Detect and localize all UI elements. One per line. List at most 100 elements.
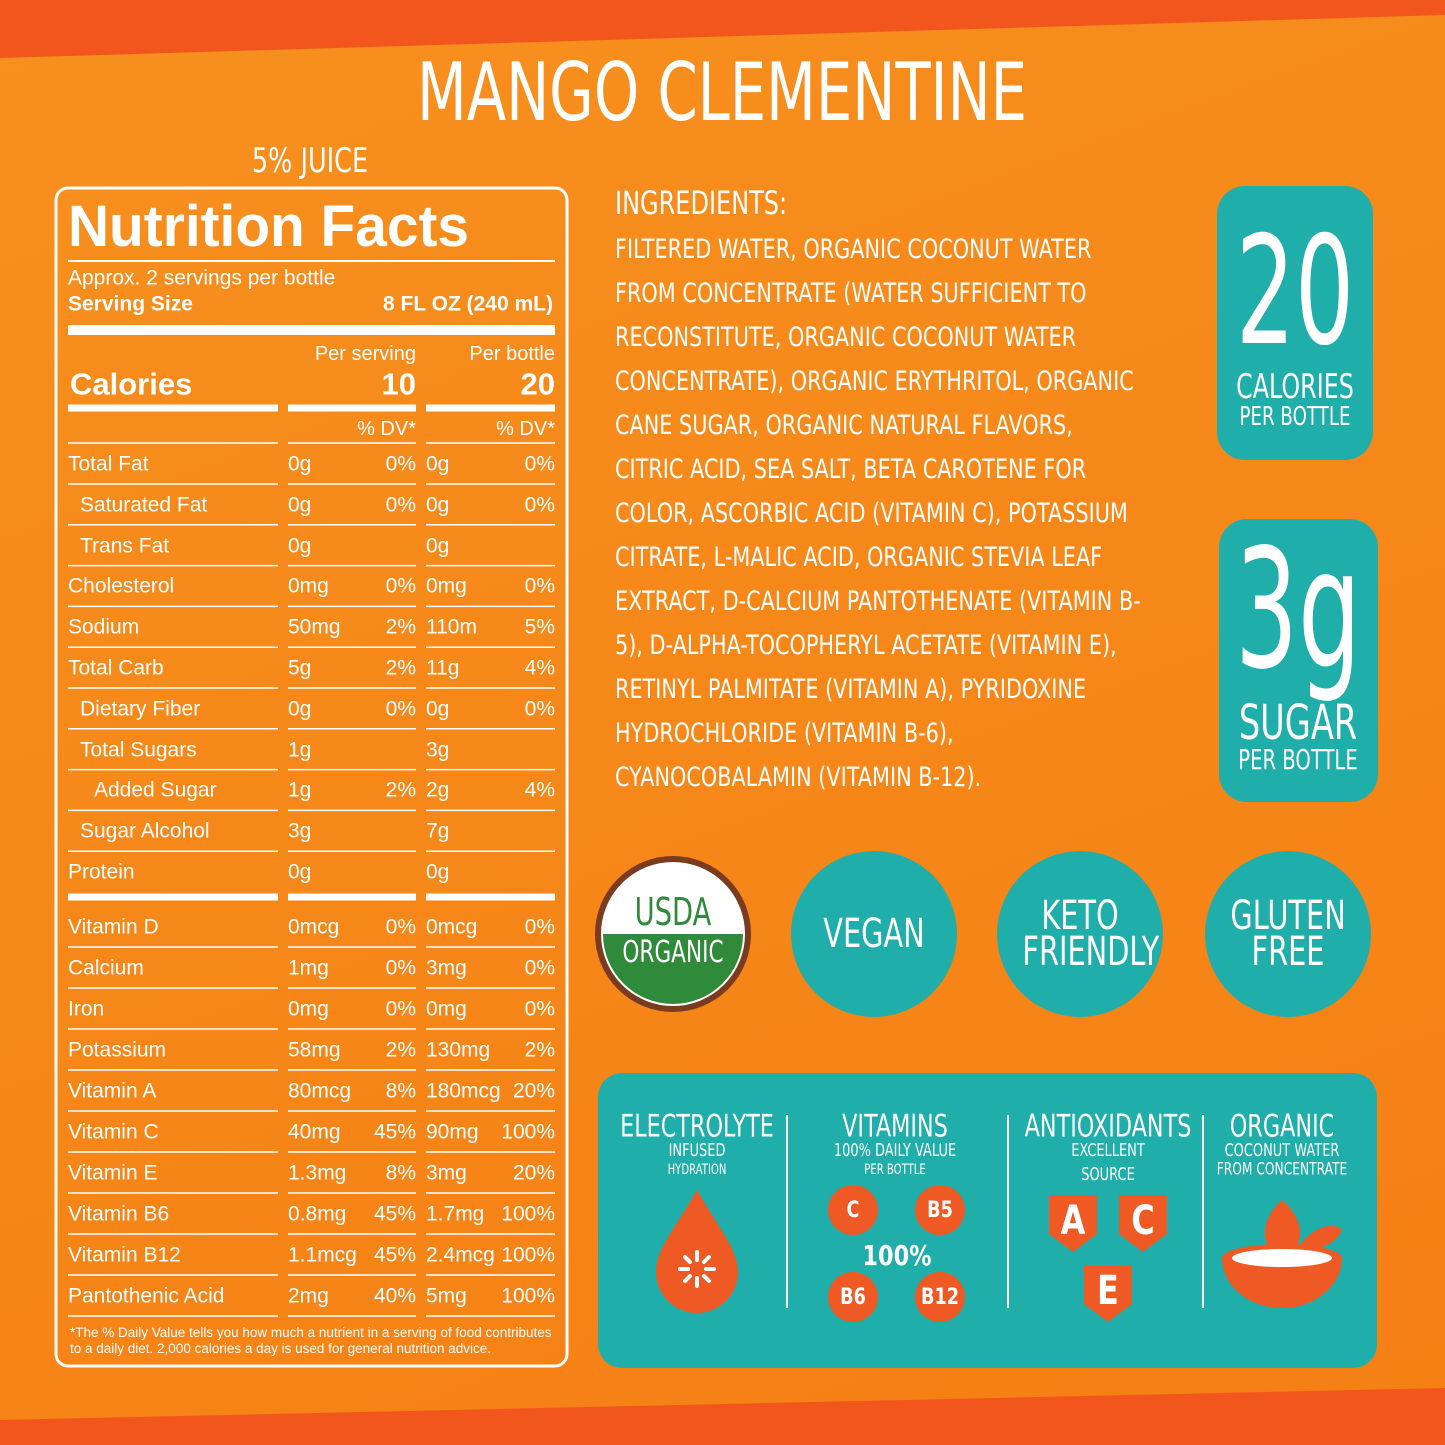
serving-amount: 0mg: [288, 997, 329, 1021]
certification: VEGAN: [823, 911, 925, 957]
bottle-amount: 11g: [426, 656, 460, 680]
ingredients-text: FILTERED WATER, ORGANIC COCONUT WATER FR…: [615, 234, 1141, 793]
serving-dv: 45%: [373, 1120, 416, 1144]
dv-header: % DV*: [496, 418, 555, 440]
bottle-amount: 3mg: [426, 1161, 467, 1185]
serving-dv: 2%: [385, 778, 416, 802]
badge-label: SUGAR: [1238, 695, 1358, 751]
benefit-line: PER BOTTLE: [864, 1162, 926, 1178]
serving-dv: 45%: [373, 1243, 416, 1267]
bottle-amount: 90mg: [426, 1120, 479, 1144]
bottle-amount: 0mg: [426, 997, 467, 1021]
serving-dv: 45%: [373, 1202, 416, 1226]
nutrient-name: Iron: [68, 997, 105, 1021]
vitamin-label: B5: [927, 1197, 953, 1222]
benefit-line: SOURCE: [1081, 1164, 1135, 1185]
bottle-dv: 0%: [524, 697, 555, 721]
nutrient-name: Sugar Alcohol: [80, 819, 210, 843]
bottle-amount: 0g: [426, 697, 450, 721]
nutrient-name: Potassium: [68, 1038, 167, 1062]
serving-amount: 1.3mg: [288, 1161, 347, 1185]
badge-value: 3g: [1235, 513, 1361, 706]
nutrient-name: Cholesterol: [68, 574, 175, 598]
bottle-amount: 180mcg: [426, 1079, 501, 1103]
nutrient-name: Vitamin B12: [68, 1243, 181, 1267]
usda: USDA: [634, 890, 712, 934]
bottle-amount: 0g: [426, 534, 450, 558]
serving-amount: 2mg: [288, 1284, 329, 1308]
nutrient-name: Vitamin E: [68, 1161, 158, 1185]
bottle-amount: 2.4mcg: [426, 1243, 495, 1267]
antioxidant-label: E: [1097, 1266, 1119, 1313]
vitamin-icon: [828, 1185, 878, 1235]
bottle-dv: 100%: [501, 1120, 555, 1144]
nutrient-name: Dietary Fiber: [80, 697, 201, 721]
serving-dv: 2%: [385, 656, 416, 680]
serving-amount: 5g: [288, 656, 312, 680]
bottle-amount: 3mg: [426, 956, 467, 980]
antioxidant-label: A: [1061, 1196, 1086, 1243]
serving-amount: 0.8mg: [288, 1202, 347, 1226]
serving-dv: 2%: [385, 615, 416, 639]
serving-dv: 0%: [385, 915, 416, 939]
serving-dv: 40%: [373, 1284, 416, 1308]
serving-amount: 0mcg: [288, 915, 340, 939]
calories-bottle: 20: [520, 366, 555, 402]
bottle-dv: 20%: [512, 1161, 555, 1185]
vitamin-center: 100%: [862, 1238, 931, 1271]
serving-dv: 0%: [385, 956, 416, 980]
dv-header: % DV*: [357, 418, 416, 440]
bottle-dv: 0%: [524, 997, 555, 1021]
bottle-dv: 100%: [501, 1202, 555, 1226]
bottle-amount: 0g: [426, 452, 450, 476]
benefit-line: EXCELLENT: [1071, 1140, 1145, 1161]
vitamin-label: B12: [921, 1284, 959, 1309]
serving-amount: 58mg: [288, 1038, 341, 1062]
bottle-dv: 5%: [524, 615, 555, 639]
bottle-dv: 4%: [524, 778, 555, 802]
nutrient-name: Protein: [68, 860, 135, 884]
calories-serving: 10: [381, 366, 416, 402]
serving-amount: 80mcg: [288, 1079, 352, 1103]
antioxidant-icon: [1084, 1265, 1132, 1322]
serving-amount: 0g: [288, 493, 312, 517]
bottle-dv: 0%: [524, 915, 555, 939]
calories-label: Calories: [70, 366, 193, 402]
serving-amount: 1g: [288, 738, 312, 762]
bottle-amount: 5mg: [426, 1284, 467, 1308]
nutrient-name: Total Carb: [68, 656, 164, 680]
bottle-amount: 130mg: [426, 1038, 491, 1062]
footnote: *The % Daily Value tells you how much a …: [70, 1325, 552, 1356]
bottle-dv: 100%: [501, 1243, 555, 1267]
bottle-dv: 0%: [524, 452, 555, 476]
bottle-dv: 2%: [524, 1038, 555, 1062]
vitamin-label: B6: [840, 1284, 866, 1309]
nutrient-name: Saturated Fat: [80, 493, 208, 517]
serving-amount: 1g: [288, 778, 312, 802]
bottle-amount: 0g: [426, 860, 450, 884]
certification: GLUTEN FREE: [1230, 893, 1346, 975]
vitamin-icon: [828, 1272, 878, 1322]
serving-dv: 8%: [385, 1161, 416, 1185]
benefit-title: VITAMINS: [842, 1108, 948, 1145]
serving-amount: 0mg: [288, 574, 329, 598]
badge-label: CALORIES: [1236, 367, 1354, 407]
nf-heading: Nutrition Facts: [68, 194, 470, 259]
bottle-dv: 100%: [501, 1284, 555, 1308]
per-bottle: Per bottle: [469, 343, 555, 365]
organic: ORGANIC: [622, 935, 724, 970]
serving-size-label: Serving Size: [68, 292, 193, 316]
bottle-amount: 0mg: [426, 574, 467, 598]
benefit-title: ANTIOXIDANTS: [1024, 1108, 1192, 1145]
serving-dv: 0%: [385, 493, 416, 517]
bottle-dv: 0%: [524, 956, 555, 980]
nutrient-name: Vitamin B6: [68, 1202, 170, 1226]
serving-dv: 0%: [385, 997, 416, 1021]
per-serving: Per serving: [314, 343, 416, 365]
bottle-dv: 20%: [512, 1079, 555, 1103]
serving-amount: 0g: [288, 452, 312, 476]
serving-size: 8 FL OZ (240 mL): [383, 292, 553, 316]
nutrient-name: Total Fat: [68, 452, 149, 476]
benefit-title: ELECTROLYTE: [620, 1108, 774, 1145]
